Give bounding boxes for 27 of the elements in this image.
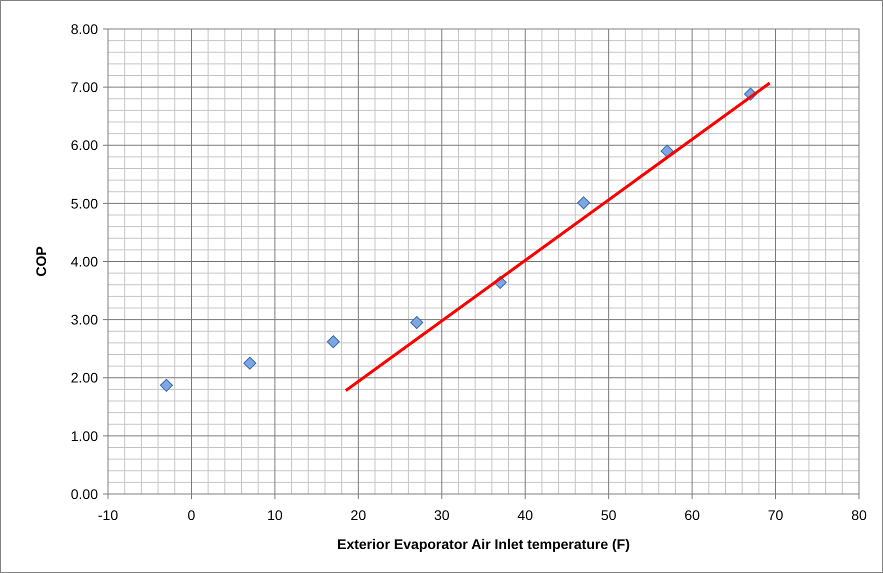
- x-tick-label: 60: [684, 507, 700, 523]
- x-axis-title: Exterior Evaporator Air Inlet temperature (F): [337, 536, 630, 552]
- y-axis-title: COP: [33, 246, 49, 277]
- y-tick-label: 0.00: [70, 486, 98, 502]
- point: [326, 335, 340, 348]
- x-tick-label: 30: [434, 507, 450, 523]
- y-tick-label: 3.00: [70, 312, 98, 328]
- point: [410, 316, 424, 330]
- x-tick-label: -10: [98, 507, 118, 523]
- point: [243, 356, 256, 370]
- x-tick-label: 40: [517, 507, 534, 523]
- x-tick-label: 10: [267, 507, 283, 523]
- x-tick-label: 0: [188, 507, 196, 523]
- point: [577, 196, 590, 210]
- x-tick-label: 70: [768, 507, 784, 523]
- x-tick-label: 50: [600, 507, 617, 523]
- point: [160, 378, 173, 392]
- y-tick-label: 4.00: [70, 253, 98, 270]
- x-tick-label: 20: [350, 507, 366, 523]
- y-tick-label: 6.00: [70, 137, 98, 154]
- y-tick-label: 8.00: [70, 20, 98, 37]
- point: [660, 144, 674, 158]
- y-tick-label: 2.00: [70, 370, 98, 386]
- y-tick-label: 7.00: [70, 79, 98, 96]
- y-tick-label: 5.00: [70, 195, 98, 212]
- x-tick-label: 80: [851, 507, 867, 523]
- y-tick-label: 1.00: [70, 428, 98, 444]
